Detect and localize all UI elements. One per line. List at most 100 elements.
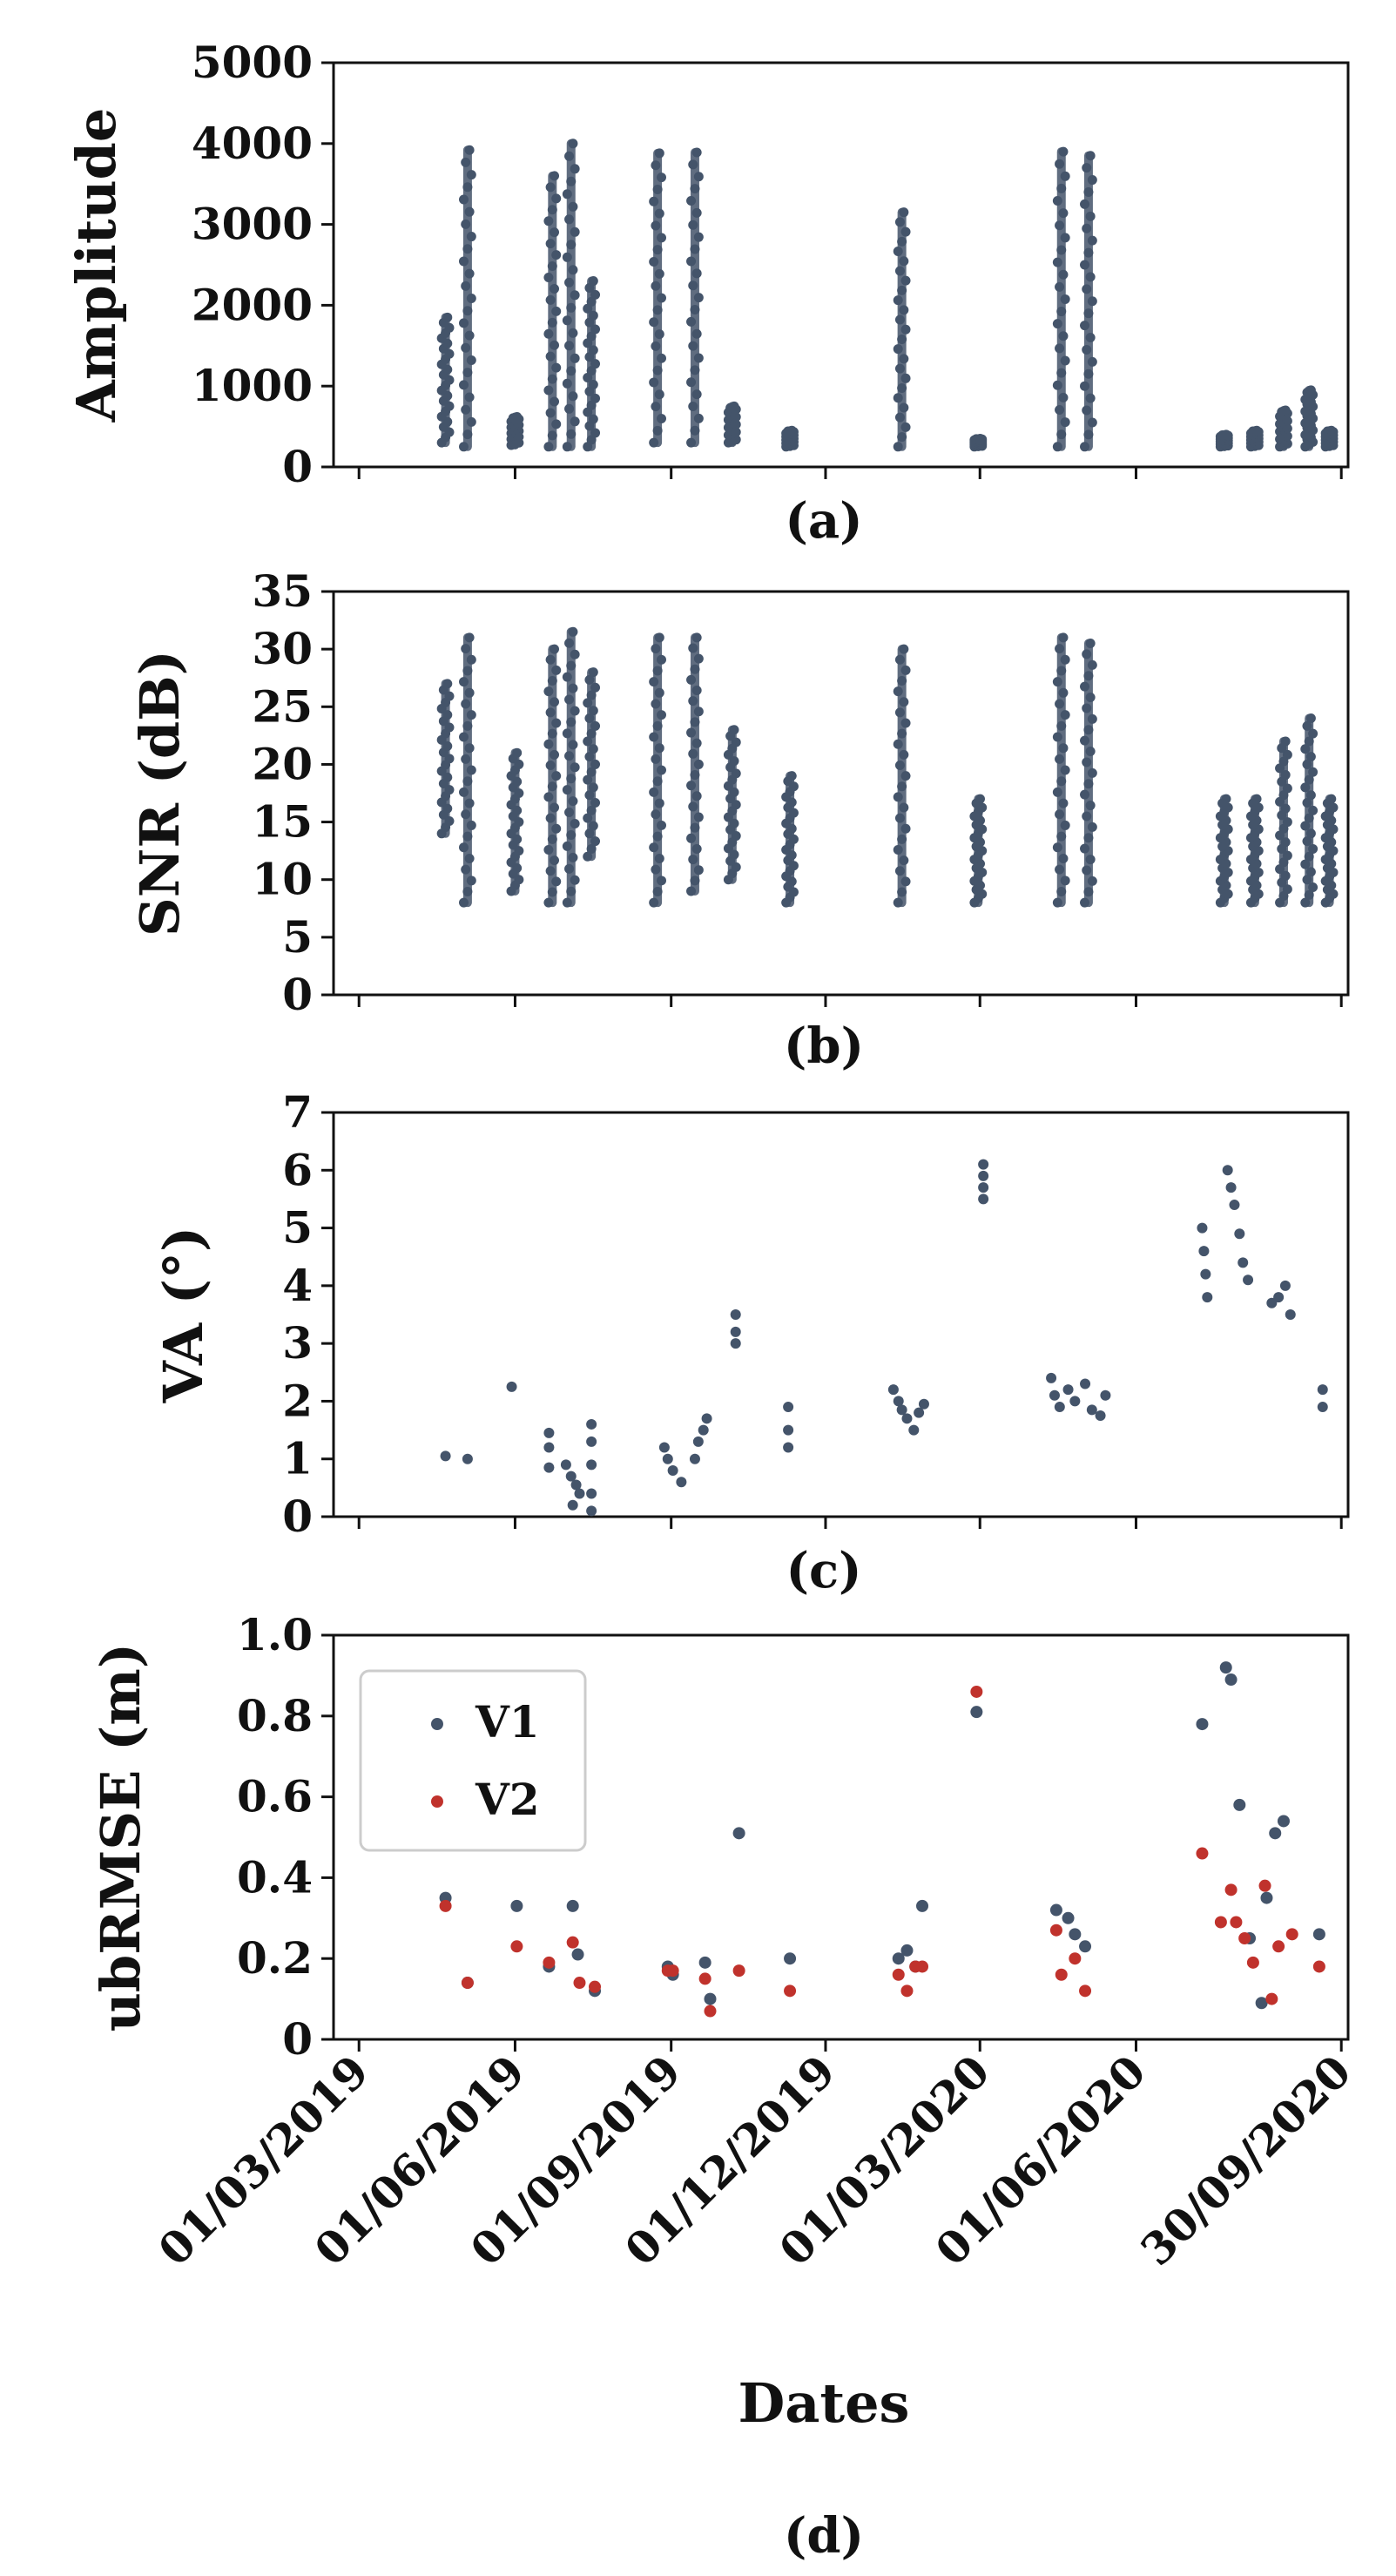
data-point	[461, 809, 471, 820]
data-point	[654, 632, 664, 643]
data-point	[1300, 859, 1311, 869]
data-point	[584, 674, 595, 685]
data-point	[900, 665, 911, 675]
data-point	[656, 654, 666, 665]
data-point	[690, 664, 700, 674]
data-point	[543, 897, 554, 908]
v1-point	[1260, 1891, 1273, 1904]
data-point	[1087, 876, 1097, 886]
panel-label: (a)	[785, 492, 862, 550]
data-point	[1055, 644, 1065, 654]
y-axis-label: VA (°)	[152, 1227, 215, 1404]
data-point	[461, 754, 471, 764]
data-point	[978, 1193, 989, 1205]
data-point	[562, 442, 572, 452]
data-point	[1052, 787, 1062, 797]
data-point	[1056, 886, 1067, 896]
data-point	[1083, 368, 1094, 379]
v2-point	[1214, 1916, 1227, 1929]
data-point	[543, 739, 554, 749]
data-point	[900, 226, 911, 237]
data-point	[1082, 865, 1092, 876]
data-point	[568, 740, 578, 750]
data-point	[1302, 836, 1312, 847]
data-point	[586, 843, 597, 854]
v2-point	[510, 1940, 523, 1953]
y-tick-label: 1.0	[237, 1609, 313, 1660]
data-point	[1280, 405, 1291, 416]
data-point	[567, 1499, 578, 1511]
data-point	[729, 725, 739, 735]
data-point	[654, 389, 664, 400]
data-point	[1085, 747, 1096, 757]
data-point	[686, 256, 697, 267]
data-point	[442, 710, 453, 720]
data-point	[464, 853, 475, 863]
data-point	[1085, 393, 1096, 403]
data-point	[1082, 405, 1092, 416]
data-point	[731, 768, 741, 779]
data-point	[547, 781, 557, 792]
data-point	[1056, 666, 1067, 676]
data-point	[550, 227, 560, 238]
data-point	[1282, 783, 1292, 794]
data-point	[1060, 171, 1070, 181]
y-tick-label: 1	[282, 1433, 313, 1484]
data-point	[1083, 725, 1094, 735]
data-point	[1052, 897, 1062, 908]
y-tick-label: 0.8	[237, 1690, 313, 1741]
data-point	[562, 189, 572, 199]
data-point	[543, 1427, 555, 1438]
data-point	[899, 354, 909, 364]
data-point	[588, 379, 598, 389]
data-point	[444, 691, 455, 701]
data-point	[901, 1413, 913, 1424]
data-point	[651, 809, 661, 820]
data-point	[1308, 767, 1318, 777]
v1-point	[1069, 1928, 1082, 1941]
data-point	[1060, 765, 1070, 775]
data-point	[693, 812, 704, 822]
v2-point	[1258, 1879, 1271, 1892]
data-point	[897, 887, 907, 897]
data-point	[1317, 1402, 1328, 1413]
data-point	[459, 787, 469, 797]
data-point	[731, 862, 741, 872]
data-point	[690, 304, 700, 314]
data-point	[586, 728, 597, 739]
data-point	[729, 818, 739, 828]
data-point	[1082, 811, 1092, 821]
data-point	[651, 699, 661, 709]
data-point	[550, 644, 560, 654]
data-point	[1087, 235, 1097, 246]
data-point	[506, 1381, 517, 1392]
data-point	[894, 654, 905, 665]
data-point	[1060, 233, 1070, 243]
y-tick-label: 3	[282, 1317, 313, 1369]
data-point	[1280, 736, 1291, 747]
data-point	[1279, 1280, 1291, 1291]
data-point	[442, 803, 453, 814]
data-point	[1282, 850, 1292, 861]
plot-frame	[332, 61, 1350, 469]
data-point	[444, 815, 455, 826]
data-point	[1058, 687, 1069, 698]
data-point	[551, 771, 562, 781]
data-point	[543, 1442, 555, 1453]
v2-point	[1246, 1956, 1259, 1969]
data-point	[649, 677, 659, 687]
data-point	[459, 318, 469, 328]
y-tick-label: 35	[252, 565, 313, 617]
data-point	[1055, 343, 1065, 354]
data-point	[652, 776, 663, 787]
data-point	[566, 429, 577, 439]
data-point	[459, 256, 469, 267]
y-tick-label: 15	[252, 796, 313, 848]
v1-point	[1049, 1903, 1062, 1917]
v1-point	[1219, 1661, 1232, 1674]
data-point	[894, 266, 905, 276]
data-point	[512, 411, 523, 422]
data-point	[686, 781, 697, 791]
data-point	[590, 359, 601, 369]
data-point	[894, 866, 905, 876]
